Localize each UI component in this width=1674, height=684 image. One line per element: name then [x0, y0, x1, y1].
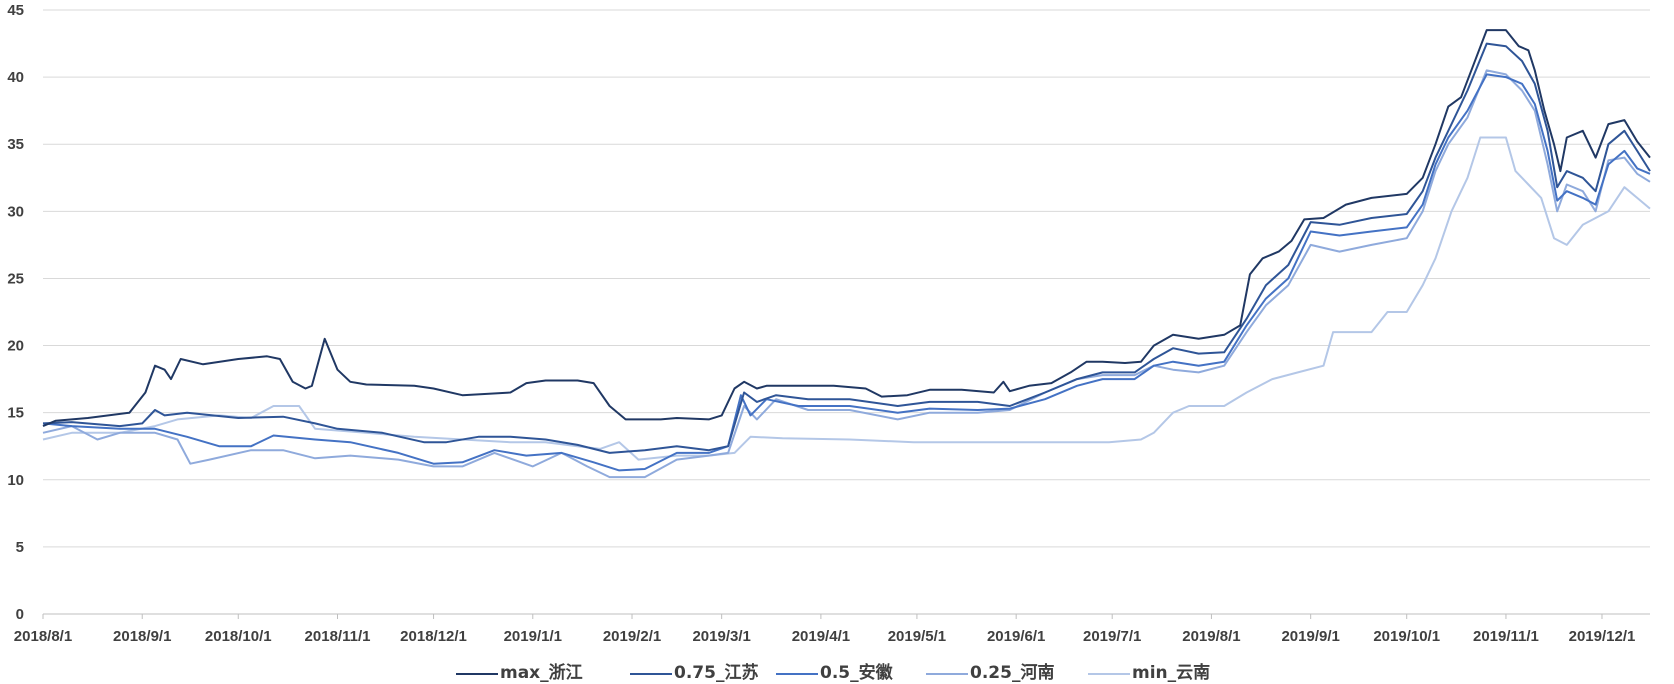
series-lines	[42, 29, 1651, 479]
series-line	[42, 42, 1651, 454]
legend-label: min_云南	[1132, 662, 1210, 683]
x-tick-label: 2019/9/1	[1281, 628, 1339, 645]
legend-label: 0.5_安徽	[820, 662, 894, 683]
series-line	[42, 73, 1651, 472]
x-tick-label: 2018/12/1	[400, 628, 467, 645]
x-tick-label: 2019/6/1	[987, 628, 1045, 645]
legend: max_浙江 0.75_江苏 0.5_安徽 0.25_河南 min_云南	[456, 662, 1210, 683]
x-tick-label: 2019/4/1	[792, 628, 850, 645]
y-tick-label: 35	[7, 136, 24, 153]
x-tick-label: 2019/11/1	[1473, 628, 1539, 645]
x-tick-label: 2018/11/1	[305, 628, 371, 645]
gridlines	[43, 9, 1650, 548]
y-tick-label: 0	[16, 606, 24, 623]
legend-label: 0.75_江苏	[674, 662, 758, 683]
y-tick-label: 30	[7, 203, 24, 220]
x-tick-label: 2018/10/1	[205, 628, 272, 645]
y-tick-label: 5	[16, 539, 24, 556]
x-tick-label: 2019/7/1	[1083, 628, 1141, 645]
y-tick-label: 15	[7, 405, 24, 422]
x-axis: 2018/8/1 2018/9/1 2018/10/1 2018/11/1 2018/1…	[14, 613, 1650, 645]
y-axis-tick-labels: 0 5 10 15 20 25 30 35 40 45	[7, 2, 24, 623]
x-tick-label: 2019/12/1	[1569, 628, 1636, 645]
x-tick-label: 2019/2/1	[603, 628, 661, 645]
y-tick-label: 20	[7, 338, 24, 355]
x-tick-label: 2019/5/1	[888, 628, 946, 645]
y-tick-label: 25	[7, 270, 24, 287]
x-tick-label: 2019/8/1	[1182, 628, 1240, 645]
legend-label: 0.25_河南	[970, 662, 1054, 683]
x-tick-label: 2018/8/1	[14, 628, 72, 645]
x-tick-label: 2019/1/1	[504, 628, 562, 645]
y-tick-label: 40	[7, 69, 24, 86]
legend-label: max_浙江	[500, 662, 583, 683]
x-tick-label: 2019/10/1	[1373, 628, 1440, 645]
series-line	[42, 136, 1651, 461]
y-tick-label: 10	[7, 472, 24, 489]
y-tick-label: 45	[7, 2, 24, 19]
series-line	[42, 29, 1651, 428]
x-tick-label: 2019/3/1	[692, 628, 750, 645]
x-tick-label: 2018/9/1	[113, 628, 171, 645]
